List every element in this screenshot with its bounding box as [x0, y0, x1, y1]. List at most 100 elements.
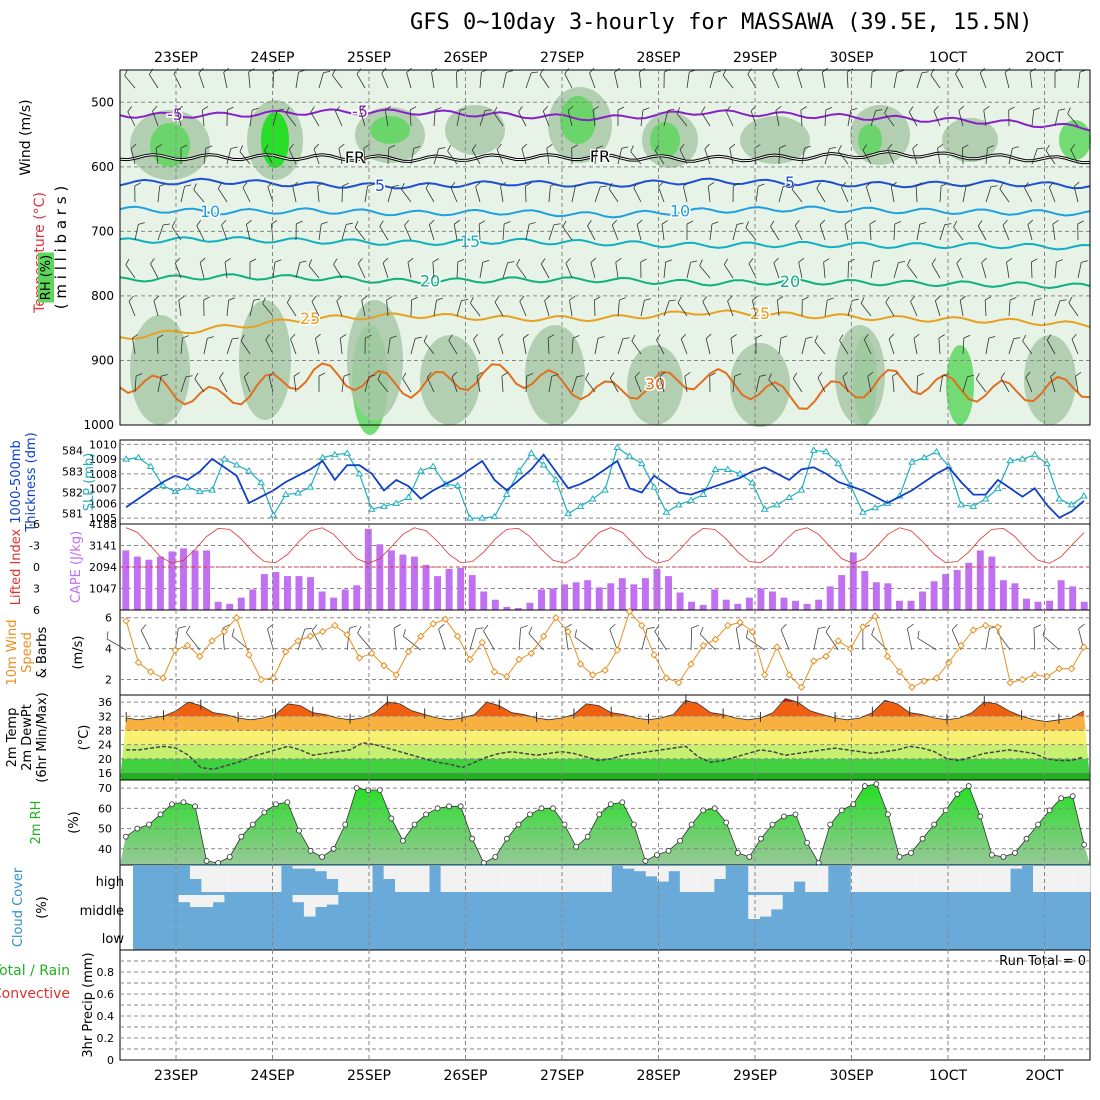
- barb-flag: [379, 220, 384, 227]
- pressure-tick-label: 500: [91, 95, 114, 109]
- cape-bar: [330, 597, 338, 610]
- wind-barb: [592, 106, 599, 127]
- wind10-barb: [393, 624, 401, 651]
- barb-staff: [916, 72, 923, 89]
- barb-flag: [470, 297, 474, 304]
- barb-flag: [829, 146, 837, 150]
- barb-staff: [226, 300, 230, 317]
- rh-marker: [1012, 849, 1018, 856]
- cape-bar: [295, 576, 303, 610]
- wind-barb: [475, 181, 481, 203]
- barb-flag: [205, 145, 213, 149]
- barb-staff: [908, 111, 918, 127]
- barb-staff: [525, 376, 528, 393]
- wind-barb: [640, 107, 650, 127]
- barb-flag: [311, 624, 318, 631]
- barb-flag: [277, 108, 284, 111]
- barb-flag: [124, 69, 128, 76]
- barb-staff: [633, 187, 642, 203]
- barb-flag: [589, 67, 595, 74]
- wind-barb: [725, 105, 734, 127]
- barb-flag: [1059, 299, 1067, 302]
- barb-flag: [356, 68, 362, 75]
- date-label-top: 27SEP: [540, 50, 584, 66]
- barb-staff: [479, 262, 484, 279]
- barb-flag: [683, 181, 689, 187]
- barb-flag: [340, 334, 347, 339]
- barb-flag: [365, 334, 372, 339]
- barb-flag: [135, 373, 143, 377]
- barb-staff: [699, 633, 716, 651]
- barb-staff: [594, 186, 601, 203]
- wind10-marker: [601, 666, 609, 674]
- wind-barb: [893, 260, 906, 279]
- rh-tick: 60: [98, 802, 112, 815]
- precip-left-labels: Total / RainConvective: [0, 963, 70, 1002]
- wind10-marker: [478, 638, 486, 647]
- wind10-marker: [736, 618, 744, 627]
- rh-region: [946, 345, 974, 425]
- barb-staff: [778, 147, 780, 165]
- barb-flag: [644, 298, 651, 301]
- barb-flag: [311, 296, 317, 302]
- wind-barb: [680, 333, 688, 355]
- barb-flag: [1045, 144, 1050, 151]
- barb-flag: [571, 144, 578, 149]
- barb-flag: [547, 334, 555, 339]
- barb-staff: [773, 262, 780, 279]
- cloud-high-gap: [189, 866, 202, 879]
- wind-barb: [1022, 334, 1033, 355]
- thickness-tick: 583: [62, 466, 83, 479]
- isotherm-label: FR: [345, 148, 365, 167]
- wind-barb: [778, 335, 788, 355]
- wind10-barb: [185, 625, 201, 651]
- slp-marker: [687, 496, 695, 503]
- barb-flag: [185, 625, 191, 633]
- barb-flag: [967, 374, 975, 378]
- panel-ylabel: CAPE (J/kg): [69, 531, 84, 603]
- barb-staff: [1075, 376, 1079, 393]
- rh-marker: [457, 803, 464, 810]
- isotherm-line: [119, 108, 1091, 132]
- barb-flag: [709, 372, 716, 377]
- date-label-bottom: 23SEP: [154, 1068, 198, 1084]
- wind10-barb: [483, 624, 495, 651]
- barb-staff: [382, 262, 389, 279]
- slp-marker: [257, 478, 266, 486]
- cloud-high-gap: [338, 866, 350, 892]
- barb-staff: [825, 631, 839, 651]
- wind10-marker: [957, 641, 965, 650]
- barb-flag: [873, 259, 881, 263]
- wind-barb: [519, 295, 527, 317]
- slp-marker: [355, 469, 364, 477]
- wind-barb: [203, 336, 214, 355]
- rh-region: [650, 122, 680, 158]
- panel-ylabel: (%): [67, 811, 82, 834]
- wind10-marker: [404, 648, 413, 656]
- barb-staff: [839, 340, 849, 355]
- wind-barb: [450, 181, 458, 203]
- barb-staff: [428, 224, 435, 241]
- barb-staff: [985, 628, 990, 651]
- barb-staff: [311, 301, 320, 317]
- barb-staff: [410, 299, 412, 317]
- cape-bar: [584, 580, 592, 610]
- barb-staff: [473, 339, 481, 355]
- thickness-line: [125, 453, 1085, 519]
- wind10-marker: [282, 648, 290, 656]
- barb-staff: [640, 110, 644, 127]
- wind-barb: [386, 296, 393, 317]
- barb-staff: [425, 187, 435, 203]
- barb-flag: [392, 184, 400, 188]
- wind-barb: [727, 295, 734, 317]
- slp-marker: [637, 459, 646, 467]
- wind-barb: [199, 257, 206, 279]
- wind-barb: [171, 220, 182, 241]
- cape-bar: [549, 588, 557, 610]
- wind-barb: [479, 259, 490, 279]
- wind-barb: [686, 220, 694, 240]
- wind-barb: [571, 335, 580, 355]
- wind10-marker: [674, 678, 683, 687]
- barb-flag: [221, 219, 227, 226]
- rh-marker: [353, 785, 360, 791]
